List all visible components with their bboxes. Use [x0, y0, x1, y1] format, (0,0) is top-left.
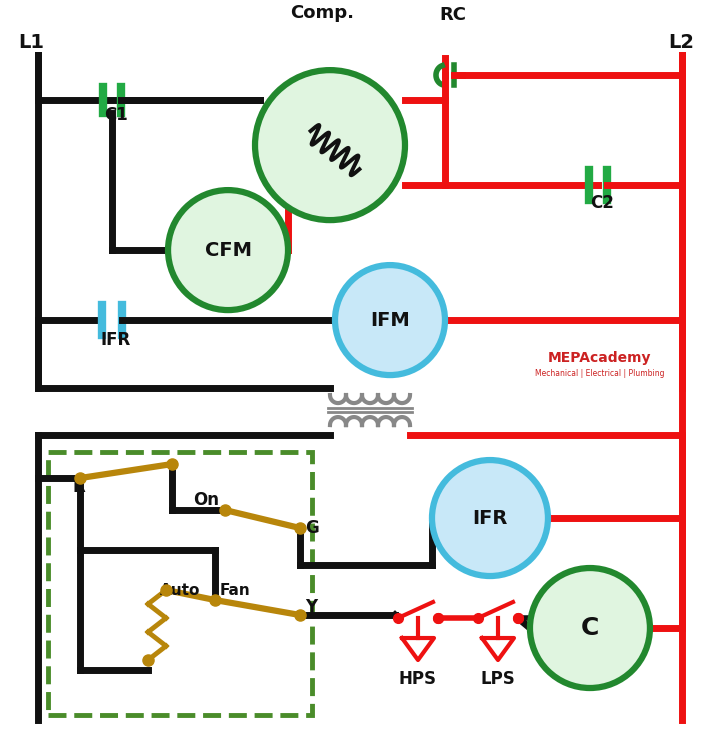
Text: C1: C1: [104, 106, 127, 124]
Text: Fan: Fan: [220, 583, 251, 598]
Text: Y: Y: [305, 598, 317, 616]
Text: IFM: IFM: [370, 311, 410, 330]
Text: L1: L1: [18, 33, 44, 52]
Text: Comp.: Comp.: [290, 4, 354, 22]
Text: MEPAcademy: MEPAcademy: [548, 351, 652, 365]
Circle shape: [335, 265, 445, 375]
Circle shape: [432, 460, 548, 576]
Circle shape: [530, 568, 650, 688]
Text: CFM: CFM: [204, 241, 251, 260]
Text: L2: L2: [668, 33, 694, 52]
Circle shape: [255, 70, 405, 220]
Text: G: G: [305, 519, 319, 537]
Text: C2: C2: [590, 194, 614, 212]
Text: Mechanical | Electrical | Plumbing: Mechanical | Electrical | Plumbing: [535, 369, 665, 378]
Text: IFR: IFR: [472, 509, 508, 528]
Text: Auto: Auto: [160, 583, 200, 598]
Text: RC: RC: [439, 6, 467, 24]
Text: LPS: LPS: [480, 670, 516, 688]
Text: C: C: [581, 616, 599, 640]
Text: IFR: IFR: [100, 331, 130, 349]
Text: On: On: [193, 491, 219, 509]
Text: HPS: HPS: [399, 670, 437, 688]
Circle shape: [168, 190, 288, 310]
Text: R: R: [72, 478, 85, 496]
